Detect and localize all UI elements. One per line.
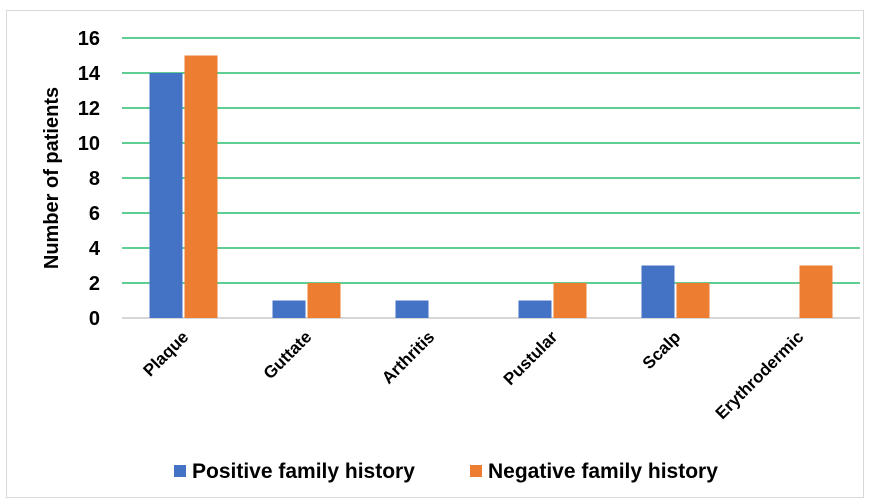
y-tick-label: 0 bbox=[89, 308, 100, 330]
y-tick-label: 6 bbox=[89, 203, 100, 225]
bar-scalp-positive bbox=[641, 265, 675, 318]
x-tick-label: Pustular bbox=[500, 327, 562, 389]
y-tick-label: 12 bbox=[78, 98, 100, 120]
x-tick-label: Guttate bbox=[260, 327, 316, 383]
x-tick-label: Scalp bbox=[639, 327, 685, 373]
y-tick-label: 2 bbox=[89, 273, 100, 295]
y-tick-labels: 0 2 4 6 8 10 12 14 16 bbox=[78, 28, 101, 330]
bar-pustular-positive bbox=[518, 300, 552, 318]
legend-swatch bbox=[470, 465, 482, 477]
bar-arthritis-positive bbox=[395, 300, 429, 318]
bar-scalp-negative bbox=[676, 283, 710, 318]
y-tick-label: 8 bbox=[89, 168, 100, 190]
legend-label: Negative family history bbox=[488, 460, 718, 483]
y-tick-label: 10 bbox=[78, 133, 100, 155]
y-tick-label: 4 bbox=[89, 238, 101, 260]
chart-frame bbox=[6, 10, 864, 498]
y-tick-label: 16 bbox=[78, 28, 100, 50]
x-tick-label: Plaque bbox=[139, 327, 192, 380]
x-tick-label: Arthritis bbox=[378, 327, 438, 387]
bar-pustular-negative bbox=[553, 283, 587, 318]
x-tick-label: Erythrodermic bbox=[712, 327, 808, 423]
bar-guttate-positive bbox=[272, 300, 306, 318]
gridlines bbox=[122, 37, 860, 319]
bar-plaque-positive bbox=[149, 73, 183, 318]
x-tick-labels: Plaque Guttate Arthritis Pustular Scalp Eryth… bbox=[139, 327, 807, 423]
y-axis-label: Number of patients bbox=[41, 87, 63, 269]
y-tick-label: 14 bbox=[78, 63, 101, 85]
bars bbox=[149, 55, 833, 318]
bar-guttate-negative bbox=[307, 283, 341, 318]
legend: Positive family history Negative family h… bbox=[174, 460, 718, 483]
legend-swatch bbox=[174, 465, 186, 477]
bar-erythrodermic-negative bbox=[799, 265, 833, 318]
legend-label: Positive family history bbox=[192, 460, 415, 483]
bar-plaque-negative bbox=[184, 55, 218, 318]
